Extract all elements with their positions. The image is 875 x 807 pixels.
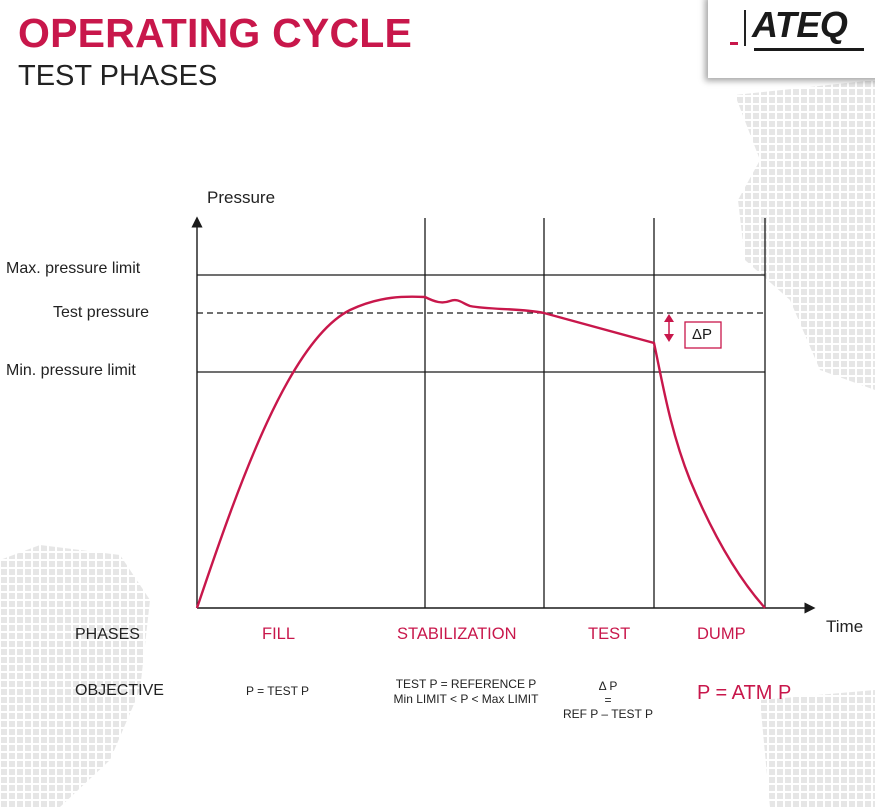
- delta-p-label: ΔP: [692, 326, 713, 343]
- min-limit-label: Min. pressure limit: [6, 362, 136, 379]
- page-subtitle: TEST PHASES: [18, 60, 218, 92]
- pressure-curve: [195, 295, 766, 609]
- x-axis-label: Time: [826, 617, 864, 636]
- logo-accent-bar: [730, 42, 738, 45]
- phase-test: TEST: [588, 625, 631, 643]
- delta-p-arrow-down: [664, 334, 674, 342]
- objective-test-line2: =: [604, 693, 612, 707]
- delta-p-box: [684, 321, 722, 349]
- logo-divider: [744, 10, 746, 46]
- objective-stabilization: TEST P = REFERENCE P Min LIMIT < P < Max…: [386, 677, 546, 707]
- objective-test-line1: Δ P: [598, 679, 618, 693]
- logo-text: ATEQ: [752, 4, 848, 45]
- objective-stab-line2: Min LIMIT < P < Max LIMIT: [393, 692, 539, 706]
- phase-stabilization: STABILIZATION: [397, 625, 517, 643]
- logo-underline: [754, 48, 864, 51]
- phase-fill: FILL: [262, 625, 296, 643]
- y-axis-label: Pressure: [207, 188, 276, 207]
- test-pressure-label: Test pressure: [53, 304, 150, 321]
- objective-test-line3: REF P – TEST P: [562, 707, 654, 721]
- ateq-logo: ATEQ: [708, 0, 875, 78]
- objective-stab-line1: TEST P = REFERENCE P: [395, 677, 537, 691]
- max-limit-label: Max. pressure limit: [6, 260, 141, 277]
- objective-dump: P = ATM P: [697, 682, 792, 704]
- objective-fill: P = TEST P: [246, 684, 310, 698]
- objective-test: Δ P = REF P – TEST P: [560, 679, 656, 721]
- phase-dump: DUMP: [697, 625, 746, 643]
- objective-row-label: OBJECTIVE: [75, 682, 164, 699]
- page-title: OPERATING CYCLE: [18, 10, 413, 56]
- phases-row-label: PHASES: [75, 626, 140, 643]
- delta-p-arrow-up: [664, 314, 674, 322]
